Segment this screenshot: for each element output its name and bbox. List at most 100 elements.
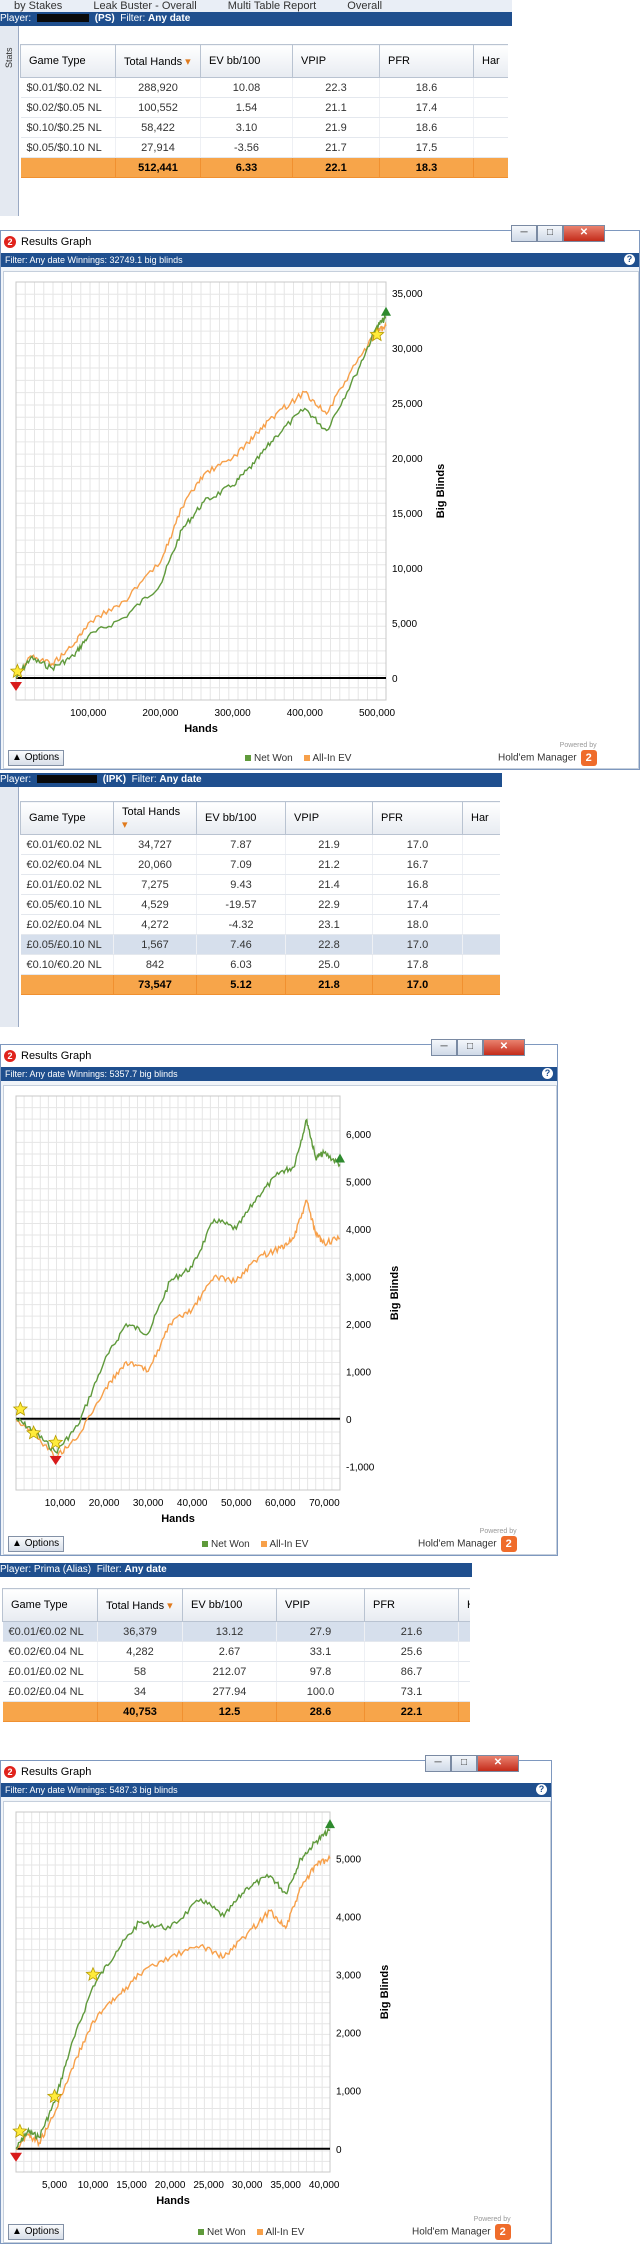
close-button[interactable]: ✕ <box>563 225 605 242</box>
sort-desc-icon[interactable]: ▾ <box>182 55 191 68</box>
total-cell: 18.3 <box>379 157 474 178</box>
tab-by-stakes[interactable]: by Stakes <box>14 0 63 12</box>
stats-sidebar[interactable]: Stats <box>0 26 19 216</box>
table-row[interactable]: €0.02/€0.04 NL 20,060 7.09 21.2 16.7 <box>20 854 500 875</box>
y-tick-label: 4,000 <box>336 1913 361 1924</box>
table-row[interactable]: $0.01/$0.02 NL 288,920 10.08 22.3 18.6 <box>20 77 508 98</box>
stat-cell: 4,282 <box>97 1641 183 1662</box>
results-chart-3: 5,000 10,000 15,000 20,000 25,000 30,000 35,00… <box>10 1811 391 2207</box>
stat-cell: 23.1 <box>285 914 373 935</box>
filter-value[interactable]: Any date <box>148 13 191 24</box>
stat-cell: 73.1 <box>364 1681 459 1702</box>
table-row[interactable]: £0.01/£0.02 NL 58 212.07 97.8 86.7 <box>2 1661 470 1682</box>
stat-cell: 21.4 <box>285 874 373 895</box>
filter-value[interactable]: Any date <box>159 774 202 785</box>
x-axis-label: Hands <box>184 723 218 735</box>
column-header[interactable]: Total Hands ▾ <box>97 1588 183 1622</box>
x-tick-label: 10,000 <box>78 2180 109 2191</box>
close-button[interactable]: ✕ <box>477 1755 519 1772</box>
min-marker-icon <box>10 2152 22 2162</box>
table-row[interactable]: £0.05/£0.10 NL 1,567 7.46 22.8 17.0 <box>20 934 500 955</box>
chart-legend: Net Won All-In EV <box>237 753 351 764</box>
sort-desc-icon[interactable]: ▾ <box>122 818 128 831</box>
table-row[interactable]: £0.01/£0.02 NL 7,275 9.43 21.4 16.8 <box>20 874 500 895</box>
table-row[interactable]: €0.10/€0.20 NL 842 6.03 25.0 17.8 <box>20 954 500 975</box>
legend-net-label: Net Won <box>254 753 293 764</box>
maximize-button[interactable]: □ <box>537 225 563 242</box>
column-header[interactable]: PFR <box>372 801 463 835</box>
column-header[interactable]: Total Hands ▾ <box>113 801 197 835</box>
options-button[interactable]: ▲ Options <box>8 1536 65 1552</box>
stat-cell: 4,272 <box>113 914 197 935</box>
table-row[interactable]: $0.10/$0.25 NL 58,422 3.10 21.9 18.6 <box>20 117 508 138</box>
help-icon[interactable]: ? <box>542 1068 553 1079</box>
minimize-button[interactable]: ─ <box>431 1039 457 1056</box>
table-row[interactable]: €0.01/€0.02 NL 34,727 7.87 21.9 17.0 <box>20 834 500 855</box>
sort-desc-icon[interactable]: ▾ <box>164 1599 173 1612</box>
stat-cell: 58 <box>97 1661 183 1682</box>
column-header[interactable]: Har <box>458 1588 470 1622</box>
column-header[interactable]: VPIP <box>292 44 380 78</box>
stat-cell: 34 <box>97 1681 183 1702</box>
table-row[interactable]: £0.02/£0.04 NL 34 277.94 100.0 73.1 <box>2 1681 470 1702</box>
table-row[interactable]: €0.01/€0.02 NL 36,379 13.12 27.9 21.6 <box>2 1621 470 1642</box>
total-cell: 17.0 <box>372 974 463 995</box>
maximize-button[interactable]: □ <box>451 1755 477 1772</box>
column-header[interactable]: EV bb/100 <box>196 801 286 835</box>
stat-cell: 100,552 <box>115 97 201 118</box>
table-row[interactable]: €0.02/€0.04 NL 4,282 2.67 33.1 25.6 <box>2 1641 470 1662</box>
tab-multi-table-report[interactable]: Multi Table Report <box>227 0 317 12</box>
legend-net-label: Net Won <box>207 2227 246 2238</box>
game-type-cell: $0.05/$0.10 NL <box>20 137 116 158</box>
graph-filter-bar: Filter: Any date Winnings: 32749.1 big b… <box>1 253 639 267</box>
stat-cell: 3.10 <box>200 117 293 138</box>
column-header[interactable]: Total Hands ▾ <box>115 44 201 78</box>
tab-leak-buster[interactable]: Leak Buster - Overall <box>93 0 197 12</box>
window-titlebar: 2 Results Graph ─ □ ✕ <box>1 1755 551 1783</box>
column-header[interactable]: EV bb/100 <box>182 1588 277 1622</box>
table-row[interactable]: $0.05/$0.10 NL 27,914 -3.56 21.7 17.5 <box>20 137 508 158</box>
column-header[interactable]: VPIP <box>276 1588 365 1622</box>
column-header[interactable]: Game Type <box>20 44 116 78</box>
column-header[interactable]: PFR <box>379 44 474 78</box>
stat-cell <box>473 97 508 118</box>
stat-cell: 16.8 <box>372 874 463 895</box>
help-icon[interactable]: ? <box>536 1784 547 1795</box>
stat-cell: -3.56 <box>200 137 293 158</box>
game-type-cell: €0.10/€0.20 NL <box>20 954 114 975</box>
stats-sidebar-label: Stats <box>4 47 14 68</box>
filter-value[interactable]: Any date <box>124 1564 167 1575</box>
stat-cell: 25.6 <box>364 1641 459 1662</box>
maximize-button[interactable]: □ <box>457 1039 483 1056</box>
table-row[interactable]: €0.05/€0.10 NL 4,529 -19.57 22.9 17.4 <box>20 894 500 915</box>
table-row[interactable]: $0.02/$0.05 NL 100,552 1.54 21.1 17.4 <box>20 97 508 118</box>
column-header[interactable]: Game Type <box>20 801 114 835</box>
help-icon[interactable]: ? <box>624 254 635 265</box>
stat-cell: 7.46 <box>196 934 286 955</box>
column-header[interactable]: VPIP <box>285 801 373 835</box>
close-button[interactable]: ✕ <box>483 1039 525 1056</box>
stats-sidebar-2[interactable] <box>0 787 19 1027</box>
column-header[interactable]: EV bb/100 <box>200 44 293 78</box>
legend-net-swatch <box>202 1541 208 1548</box>
column-header[interactable]: Game Type <box>2 1588 98 1622</box>
minimize-button[interactable]: ─ <box>425 1755 451 1772</box>
stat-cell: 842 <box>113 954 197 975</box>
stat-cell: 27,914 <box>115 137 201 158</box>
y-tick-label: 10,000 <box>392 564 423 575</box>
minimize-button[interactable]: ─ <box>511 225 537 242</box>
options-button[interactable]: ▲ Options <box>8 2224 65 2240</box>
game-type-cell: £0.01/£0.02 NL <box>2 1661 98 1682</box>
column-header[interactable]: Har <box>462 801 500 835</box>
table-row[interactable]: £0.02/£0.04 NL 4,272 -4.32 23.1 18.0 <box>20 914 500 935</box>
grid <box>15 1095 341 1491</box>
column-header[interactable]: Har <box>473 44 508 78</box>
stat-cell: 277.94 <box>182 1681 277 1702</box>
options-button[interactable]: ▲ Options <box>8 750 65 766</box>
x-tick-label: 100,000 <box>70 708 107 719</box>
stat-cell: 16.7 <box>372 854 463 875</box>
tab-overall[interactable]: Overall <box>347 0 383 12</box>
stat-cell <box>462 934 500 955</box>
star-marker-icon <box>26 1424 42 1440</box>
column-header[interactable]: PFR <box>364 1588 459 1622</box>
